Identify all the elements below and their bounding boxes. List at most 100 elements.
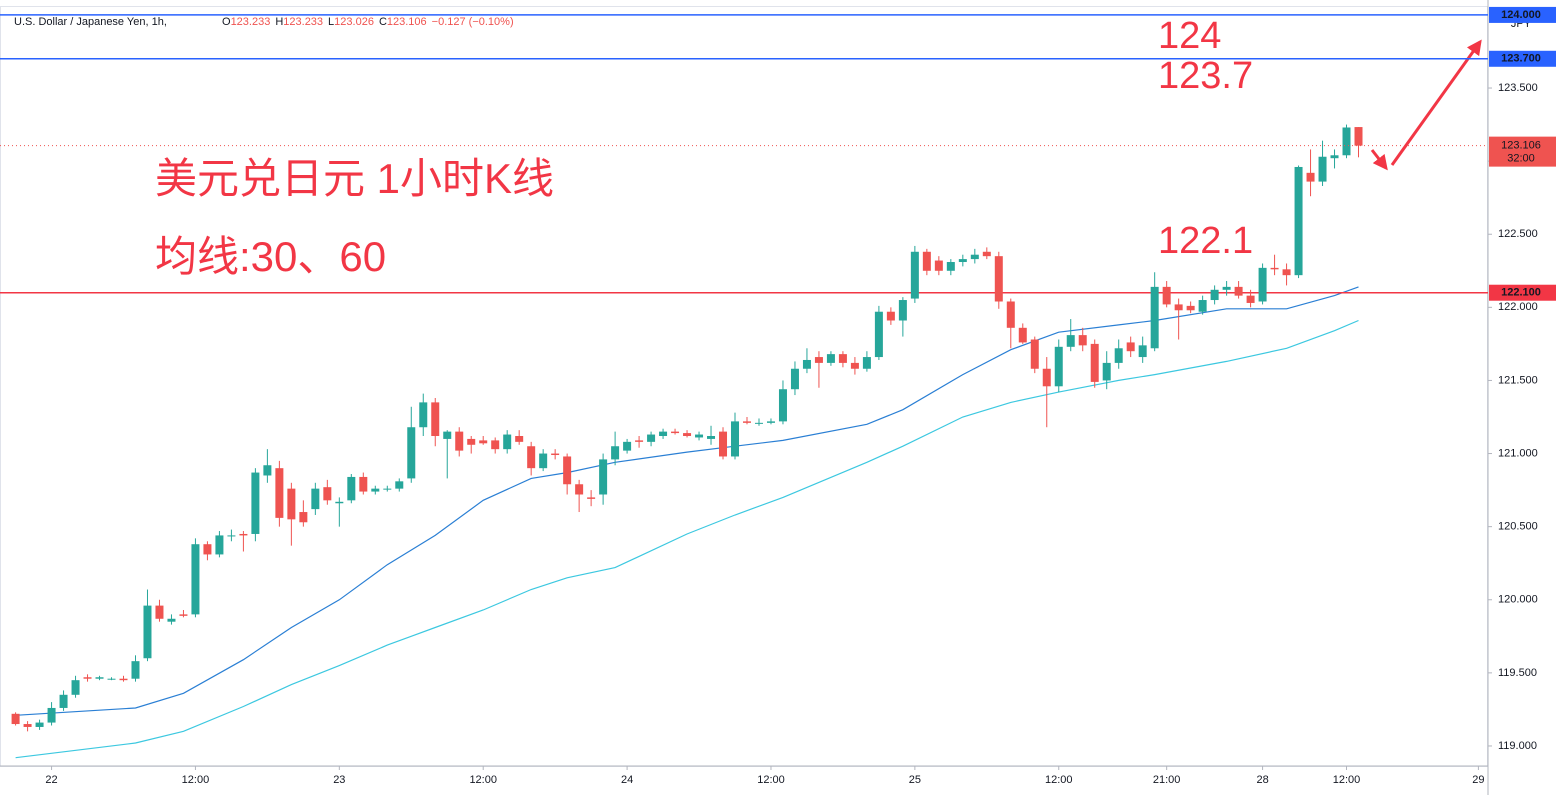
- candle-body: [419, 402, 428, 428]
- candle-body: [778, 389, 787, 422]
- candle-body: [862, 357, 871, 369]
- candle-body: [455, 431, 464, 451]
- ohlc-prefix: H: [275, 16, 283, 28]
- candle-body: [131, 661, 140, 679]
- candle-body: [1030, 339, 1039, 369]
- candle-body: [683, 433, 692, 437]
- candle-body: [1354, 127, 1363, 146]
- candle-body: [443, 431, 452, 439]
- y-tick-label: 120.000: [1498, 594, 1538, 606]
- candle-body: [143, 605, 152, 659]
- candle-body: [467, 438, 476, 445]
- candle-body: [695, 434, 704, 438]
- candle-body: [838, 354, 847, 363]
- ma-line: [15, 286, 1359, 716]
- x-tick-label: 12:00: [757, 774, 785, 786]
- current-price-label: 123.106: [1501, 140, 1541, 152]
- candle-body: [1054, 346, 1063, 387]
- candle-body: [898, 300, 907, 321]
- candle-body: [707, 436, 716, 439]
- candle-body: [215, 535, 224, 555]
- candle-body: [575, 484, 584, 495]
- candle-body: [1186, 305, 1195, 311]
- ohlc-value: 123.106: [387, 16, 427, 28]
- candle-body: [119, 678, 128, 681]
- candle-body: [886, 311, 895, 321]
- candle-body: [527, 446, 536, 469]
- y-tick-label: 122.500: [1498, 228, 1538, 240]
- candle-body: [311, 488, 320, 510]
- candle-body: [191, 544, 200, 615]
- candle-body: [934, 260, 943, 271]
- candle-body: [1162, 286, 1171, 305]
- candle-body: [35, 722, 44, 727]
- ohlc-value: 123.233: [283, 16, 323, 28]
- candle-body: [479, 440, 488, 444]
- candle-body: [731, 421, 740, 457]
- candle-body: [107, 678, 116, 680]
- candle-body: [946, 262, 955, 271]
- candle-body: [299, 512, 308, 523]
- candle-body: [1174, 304, 1183, 311]
- x-tick-label: 22: [45, 774, 57, 786]
- annotation: 123.7: [1158, 55, 1253, 97]
- candle-body: [1246, 295, 1255, 303]
- candle-body: [95, 677, 104, 679]
- countdown: 32:00: [1507, 153, 1535, 165]
- annotation: 124: [1158, 15, 1221, 57]
- x-tick-label: 21:00: [1153, 774, 1181, 786]
- candle-body: [1138, 345, 1147, 358]
- candle-body: [1114, 348, 1123, 363]
- candle-body: [11, 713, 20, 725]
- candle-body: [790, 368, 799, 390]
- candle-body: [1126, 342, 1135, 352]
- candle-body: [539, 453, 548, 469]
- candle-body: [203, 544, 212, 555]
- candle-body: [1306, 172, 1315, 182]
- candle-body: [1270, 267, 1279, 270]
- candle-body: [335, 501, 344, 504]
- annotation: 美元兑日元 1小时K线: [155, 155, 554, 202]
- candle-body: [503, 434, 512, 450]
- candle-body: [1150, 286, 1159, 349]
- x-tick-label: 12:00: [469, 774, 497, 786]
- candle-body: [766, 421, 775, 423]
- y-tick-label: 119.000: [1498, 740, 1537, 752]
- arrow: [1390, 39, 1482, 166]
- ohlc-value: 123.026: [334, 16, 374, 28]
- candle-body: [395, 481, 404, 489]
- candle-body: [623, 441, 632, 451]
- candle-body: [251, 472, 260, 534]
- candle-body: [563, 456, 572, 485]
- candle-body: [383, 488, 392, 490]
- candle-body: [1102, 362, 1111, 381]
- candle-body: [1006, 301, 1015, 328]
- price-label-box: [1489, 284, 1556, 301]
- x-tick-label: 23: [333, 774, 345, 786]
- candle-body: [647, 434, 656, 442]
- y-tick-label: 123.500: [1498, 82, 1538, 94]
- ohlc-legend: O 123.233 H 123.233 L 123.026 C 123.106: [222, 16, 427, 28]
- candle-body: [922, 251, 931, 271]
- candle-body: [167, 618, 176, 622]
- candle-body: [1066, 335, 1075, 347]
- x-tick-label: 24: [621, 774, 633, 786]
- candle-body: [71, 680, 80, 695]
- candle-body: [23, 724, 32, 727]
- candle-body: [1330, 155, 1339, 159]
- candle-body: [970, 254, 979, 260]
- candle-body: [635, 440, 644, 442]
- candle-body: [1342, 127, 1351, 156]
- candle-body: [1078, 335, 1087, 346]
- candle-body: [802, 359, 811, 369]
- candle-body: [910, 251, 919, 299]
- candle-body: [1042, 368, 1051, 387]
- ohlc-prefix: L: [328, 16, 334, 28]
- y-tick-label: 119.500: [1498, 667, 1537, 679]
- candle-body: [239, 533, 248, 536]
- candle-body: [850, 362, 859, 369]
- x-tick-label: 12:00: [1045, 774, 1073, 786]
- y-tick-label: 121.500: [1498, 374, 1538, 386]
- candle-body: [719, 431, 728, 457]
